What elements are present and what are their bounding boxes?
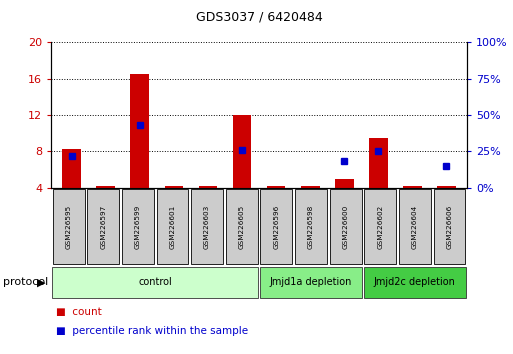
Bar bbox=[335, 178, 353, 188]
Bar bbox=[87, 189, 119, 264]
Bar bbox=[52, 267, 259, 298]
Text: GSM226606: GSM226606 bbox=[446, 205, 452, 249]
Text: ■  count: ■ count bbox=[56, 307, 102, 316]
Bar bbox=[267, 186, 285, 188]
Text: GSM226602: GSM226602 bbox=[377, 205, 383, 249]
Bar bbox=[63, 149, 81, 188]
Text: GSM226600: GSM226600 bbox=[343, 205, 349, 249]
Bar bbox=[260, 267, 362, 298]
Bar bbox=[295, 189, 327, 264]
Text: protocol: protocol bbox=[3, 277, 48, 287]
Text: control: control bbox=[139, 277, 172, 287]
Bar bbox=[226, 189, 258, 264]
Text: GSM226599: GSM226599 bbox=[135, 205, 141, 249]
Text: ■  percentile rank within the sample: ■ percentile rank within the sample bbox=[56, 326, 249, 336]
Text: GSM226603: GSM226603 bbox=[204, 205, 210, 249]
Bar bbox=[233, 115, 251, 188]
Bar bbox=[364, 267, 466, 298]
Bar bbox=[301, 186, 320, 188]
Text: Jmjd1a depletion: Jmjd1a depletion bbox=[270, 277, 352, 287]
Text: GSM226595: GSM226595 bbox=[66, 205, 72, 249]
Bar bbox=[53, 189, 85, 264]
Bar bbox=[199, 186, 218, 188]
Bar bbox=[165, 186, 183, 188]
Bar bbox=[130, 74, 149, 188]
Text: GSM226605: GSM226605 bbox=[239, 205, 245, 249]
Bar bbox=[191, 189, 223, 264]
Bar bbox=[261, 189, 292, 264]
Bar bbox=[399, 189, 431, 264]
Bar bbox=[122, 189, 154, 264]
Bar bbox=[433, 189, 465, 264]
Bar bbox=[369, 138, 388, 188]
Bar bbox=[403, 186, 422, 188]
Bar bbox=[364, 189, 396, 264]
Text: GSM226597: GSM226597 bbox=[100, 205, 106, 249]
Bar bbox=[437, 186, 456, 188]
Bar bbox=[96, 186, 115, 188]
Text: GSM226604: GSM226604 bbox=[412, 205, 418, 249]
Text: GSM226601: GSM226601 bbox=[169, 205, 175, 249]
Text: GSM226596: GSM226596 bbox=[273, 205, 280, 249]
Text: GDS3037 / 6420484: GDS3037 / 6420484 bbox=[195, 10, 323, 23]
Text: ▶: ▶ bbox=[37, 277, 46, 287]
Bar bbox=[156, 189, 188, 264]
Text: Jmjd2c depletion: Jmjd2c depletion bbox=[374, 277, 456, 287]
Bar bbox=[330, 189, 362, 264]
Text: GSM226598: GSM226598 bbox=[308, 205, 314, 249]
